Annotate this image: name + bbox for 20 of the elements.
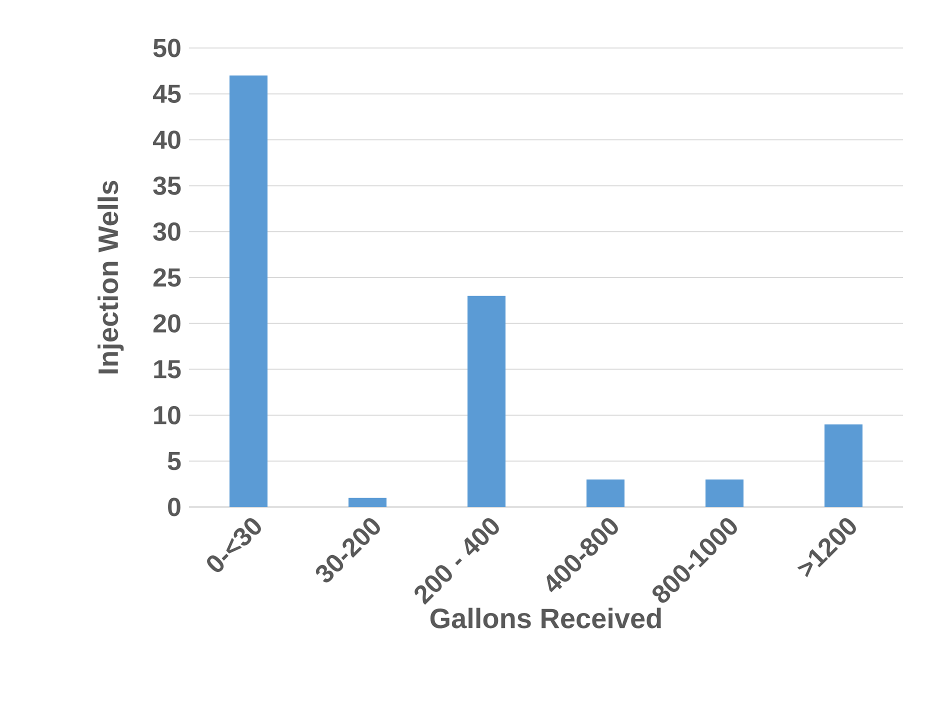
y-tick-label: 5 <box>168 452 181 470</box>
y-tick-label: 30 <box>153 222 180 241</box>
x-tick-label: 200 - 400 <box>414 518 499 605</box>
bar <box>230 76 268 507</box>
y-axis-title: Injection Wells <box>98 180 124 374</box>
bar <box>824 424 862 507</box>
x-axis-title: Gallons Received <box>430 608 661 628</box>
bar <box>468 296 506 507</box>
bar <box>706 479 744 507</box>
y-tick-label: 15 <box>154 360 181 378</box>
bar <box>586 479 624 507</box>
y-tick-label: 35 <box>153 176 181 195</box>
y-tick-label: 40 <box>152 130 180 149</box>
y-tick-label: 20 <box>153 314 180 333</box>
y-tick-label: 50 <box>153 38 180 58</box>
y-tick-label: 10 <box>154 406 180 424</box>
y-tick-label: 25 <box>153 268 181 287</box>
y-tick-label: 0 <box>168 498 180 516</box>
y-tick-label: 45 <box>152 84 181 103</box>
bar <box>348 498 386 507</box>
